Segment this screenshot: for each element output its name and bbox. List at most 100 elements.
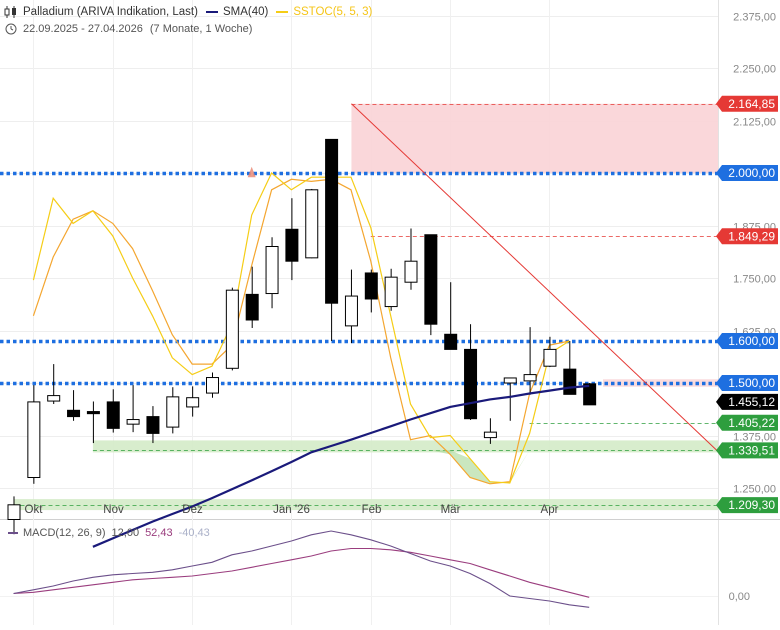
candle-body (245, 293, 259, 321)
candle (384, 268, 398, 311)
sma-swatch (205, 10, 218, 13)
macd-line (13, 530, 590, 608)
candle (543, 336, 557, 368)
x-tick-label: Feb (362, 504, 382, 516)
macd-panel: 0,00 (0, 530, 750, 608)
legend-row-title: Palladium (ARIVA Indikation, Last) SMA(4… (4, 3, 372, 20)
macd-histogram-value: -40,43 (178, 527, 210, 539)
candle (245, 266, 259, 328)
candle-body (166, 396, 180, 428)
candle-body (325, 138, 339, 304)
x-axis: Okt Nov Dez Jan '26 Feb Mär Apr (25, 504, 559, 516)
last-price-tag: 1.455,12 (716, 393, 778, 410)
price-tag-bg (716, 375, 778, 391)
candle (265, 237, 279, 309)
candle-body (86, 411, 100, 415)
candle-body (67, 409, 81, 418)
candle-body (523, 374, 537, 382)
candle-body (344, 295, 358, 327)
macd-swatch (8, 532, 18, 534)
candle-body (305, 189, 319, 259)
support-zone (92, 440, 718, 453)
candle (444, 282, 458, 350)
x-tick-label: Jan '26 (273, 504, 310, 516)
candle (206, 372, 219, 398)
last-price-tag-bg (716, 393, 778, 410)
macd-legend: MACD(12, 26, 9) 12,00 52,43 -40,43 (8, 527, 210, 539)
resistance-zone (351, 103, 718, 173)
level-lines (0, 104, 718, 506)
candle-body (265, 246, 279, 295)
trendline (351, 103, 719, 452)
y-tick-label: 1.375,00 (733, 432, 776, 444)
candle-body (444, 333, 458, 350)
candle (7, 496, 21, 535)
candle-body (126, 419, 140, 425)
candle-body (364, 272, 378, 300)
resistance-zone-small (603, 379, 718, 387)
sstoc-swatch (276, 10, 289, 13)
price-tag: 2.164,85 (716, 95, 778, 112)
price-tag-text: 1.405,22 (728, 416, 775, 430)
sstoc-fill (370, 450, 550, 484)
clock-icon (5, 23, 17, 34)
sstoc-legend-label: SSTOC(5, 5, 3) (293, 5, 373, 18)
sma40-line (92, 384, 590, 548)
candle (146, 406, 160, 444)
candlestick-icon (4, 5, 16, 18)
macd-signal-value: 52,43 (145, 527, 173, 539)
price-tag-bg (716, 165, 778, 181)
price-tag: 1.600,00 (716, 333, 778, 349)
price-tag-bg (716, 228, 778, 245)
candle-body (563, 368, 577, 395)
price-tag-bg (716, 95, 778, 112)
y-tick-label: 1.750,00 (733, 274, 776, 286)
sstoc-marker (247, 166, 256, 178)
price-tag-text: 2.000,00 (728, 166, 775, 180)
candle-body (285, 228, 299, 262)
candle (483, 418, 497, 444)
support-zone-low (13, 499, 718, 511)
candle (523, 327, 537, 395)
price-tag-bg (716, 442, 778, 459)
candle-body (503, 377, 517, 384)
date-range: 22.09.2025 - 27.04.2026 (23, 22, 143, 35)
candle (186, 386, 200, 417)
candle-body (404, 260, 418, 283)
candle-body (583, 383, 597, 406)
candle (364, 269, 378, 313)
candle (305, 188, 319, 259)
price-tag-bg (716, 497, 778, 514)
sma-legend-label: SMA(40) (222, 5, 269, 18)
candle (285, 198, 299, 281)
x-tick-label: Okt (25, 504, 44, 516)
x-tick-label: Nov (103, 504, 124, 516)
y-tick-label: 2.250,00 (733, 64, 776, 76)
last-price-tag-text: 1.455,12 (728, 395, 775, 409)
candle-body (186, 397, 200, 408)
candle (424, 234, 438, 336)
candle (225, 287, 239, 371)
candle-body (27, 401, 41, 478)
candle (86, 401, 100, 444)
candle (106, 389, 120, 433)
candle-body (7, 504, 21, 520)
sstoc-lines (32, 166, 570, 485)
candle (47, 364, 61, 404)
candle (166, 387, 180, 434)
candle (27, 385, 41, 484)
y-tick-label: 2.125,00 (733, 117, 776, 129)
candle (67, 390, 81, 421)
legend-row-period: 22.09.2025 - 27.04.2026 (7 Monate, 1 Woc… (4, 20, 372, 37)
macd-zero-label: 0,00 (729, 591, 750, 603)
price-tag: 1.849,29 (716, 228, 778, 245)
candle-body (483, 431, 497, 439)
price-tag-text: 2.164,85 (728, 97, 775, 111)
sma-line (92, 384, 590, 548)
price-tag-text: 1.849,29 (728, 229, 775, 243)
price-tag: 1.500,00 (716, 375, 778, 391)
candle-body (225, 289, 239, 369)
y-tick-label: 2.375,00 (733, 12, 776, 24)
